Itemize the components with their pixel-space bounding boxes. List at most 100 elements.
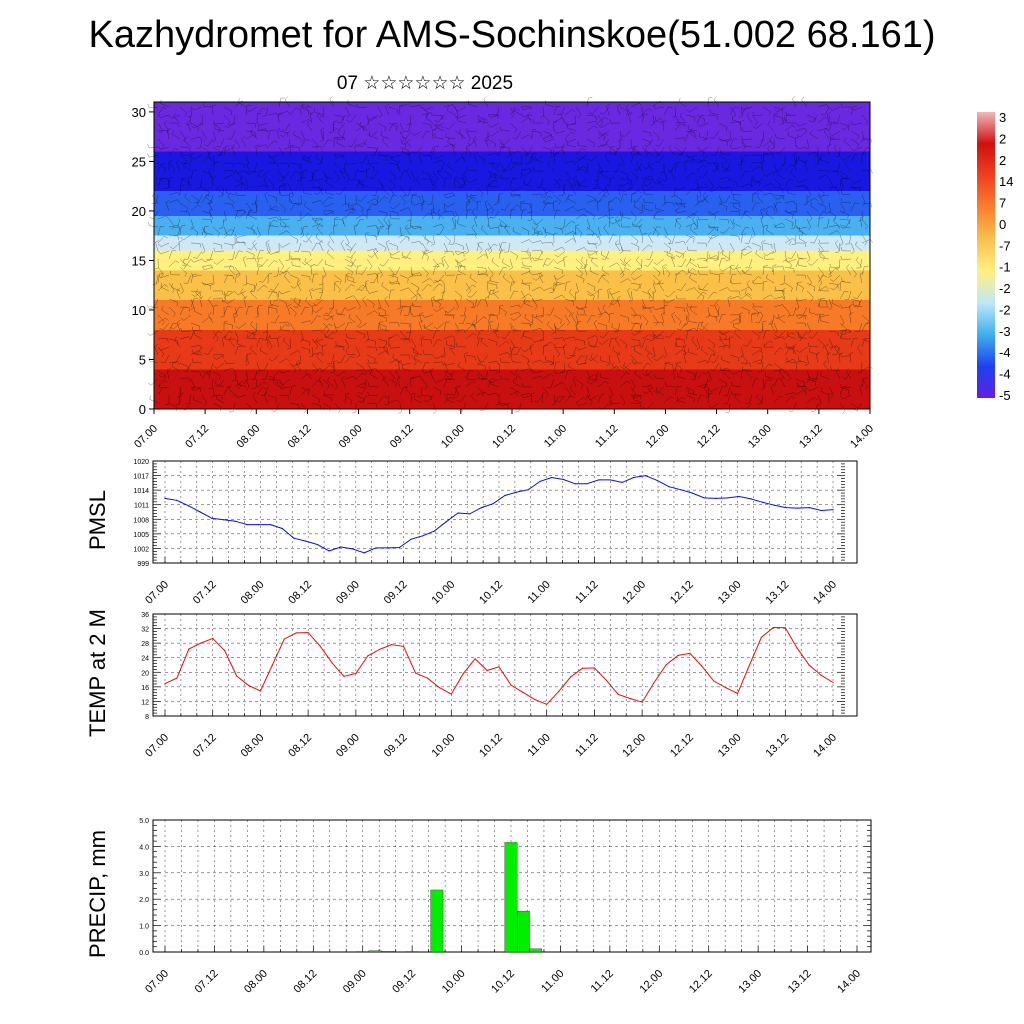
wind-barb: [509, 322, 516, 331]
wind-barb: [381, 285, 390, 292]
wind-barb: [193, 310, 203, 316]
wind-barb: [328, 306, 335, 315]
wind-barb-flag: [403, 201, 406, 206]
wind-barb-flag: [593, 320, 598, 324]
wind-barb-flag: [771, 268, 773, 273]
wind-barb: [784, 282, 793, 289]
wind-barb-flag: [633, 346, 636, 351]
wind-barb: [630, 242, 640, 248]
wind-barb-flag: [713, 344, 716, 349]
wind-barb-flag: [391, 273, 396, 276]
wind-barb-flag: [680, 123, 685, 126]
wind-barb: [256, 128, 266, 132]
wind-barb-flag: [356, 167, 359, 172]
wind-barb: [711, 402, 720, 409]
wind-barb-flag: [758, 331, 763, 333]
wind-barb-flag: [830, 365, 832, 370]
wind-barb: [333, 378, 338, 388]
wind-barb: [806, 274, 812, 283]
wind-barb: [619, 154, 625, 163]
wind-barb-flag: [631, 395, 634, 399]
wind-barb: [233, 114, 236, 124]
wind-barb-flag: [671, 254, 673, 259]
wind-barb-flag: [461, 156, 466, 160]
wind-barb: [486, 210, 489, 220]
wind-barb: [443, 322, 447, 332]
wind-barb: [674, 349, 683, 356]
wind-barb: [432, 125, 441, 132]
wind-barb: [710, 234, 720, 240]
wind-barb: [732, 222, 742, 228]
wind-barb: [575, 247, 585, 252]
wind-barb: [355, 394, 365, 400]
wind-barb: [226, 362, 236, 364]
wind-barb: [564, 132, 572, 140]
wind-barb: [501, 361, 511, 364]
wind-barb: [721, 186, 731, 189]
wind-barb-flag: [367, 208, 372, 211]
wind-barb: [520, 239, 530, 244]
wind-barb: [443, 104, 453, 108]
wind-barb: [827, 218, 830, 228]
wind-barb: [723, 226, 731, 234]
wind-barb-flag: [827, 275, 832, 278]
wind-barb: [261, 170, 269, 178]
wind-barb: [636, 194, 643, 203]
wind-barb-flag: [388, 224, 393, 227]
wind-barb-flag: [389, 252, 393, 256]
wind-barb: [512, 329, 522, 332]
wind-barb: [567, 127, 577, 132]
wind-barb: [366, 273, 376, 276]
wind-barb: [446, 137, 456, 140]
wind-barb: [311, 402, 321, 407]
wind-barb-flag: [637, 268, 641, 271]
wind-barb: [531, 273, 541, 276]
wind-barb: [520, 290, 526, 299]
wind-barb-flag: [769, 340, 774, 344]
wind-barb: [857, 347, 863, 356]
wind-barb: [718, 154, 727, 161]
wind-barb-flag: [341, 376, 345, 379]
wind-barb: [388, 123, 394, 132]
wind-barb-flag: [663, 355, 668, 358]
wind-barb: [666, 385, 676, 388]
wind-barb-flag: [159, 328, 164, 331]
wind-barb: [212, 331, 218, 340]
wind-barb: [683, 346, 687, 356]
wind-barb-flag: [208, 168, 212, 172]
wind-barb: [408, 330, 412, 340]
wind-barb-flag: [626, 372, 630, 375]
wind-barb: [193, 274, 203, 277]
wind-barb-flag: [501, 337, 506, 339]
wind-barb-flag: [732, 218, 735, 223]
wind-barb: [542, 287, 552, 292]
wind-barb: [465, 130, 471, 139]
wind-barb-flag: [761, 240, 766, 243]
wind-barb-flag: [808, 120, 813, 123]
wind-barb: [476, 154, 485, 160]
wind-barb-flag: [491, 161, 494, 166]
wind-barb: [333, 162, 341, 170]
wind-barb: [520, 226, 530, 232]
wind-barb-flag: [791, 332, 795, 335]
wind-barb-flag: [804, 363, 809, 366]
wind-barb: [425, 117, 434, 124]
wind-barb: [325, 336, 335, 340]
wind-barb-flag: [565, 121, 568, 126]
wind-barb: [245, 210, 250, 220]
wind-barb-flag: [598, 124, 602, 128]
wind-barb: [429, 370, 434, 380]
wind-barb: [641, 244, 649, 252]
wind-barb: [469, 277, 478, 284]
wind-barb: [297, 298, 302, 308]
wind-barb: [344, 322, 349, 332]
wind-barb: [465, 146, 472, 155]
wind-barb: [487, 290, 491, 300]
wind-barb-flag: [860, 216, 864, 219]
wind-barb-flag: [502, 258, 504, 263]
wind-barb: [685, 287, 695, 292]
wind-barb-flag: [334, 387, 338, 390]
wind-barb: [597, 133, 606, 140]
wind-barb: [590, 378, 599, 385]
wind-barb: [762, 205, 771, 212]
